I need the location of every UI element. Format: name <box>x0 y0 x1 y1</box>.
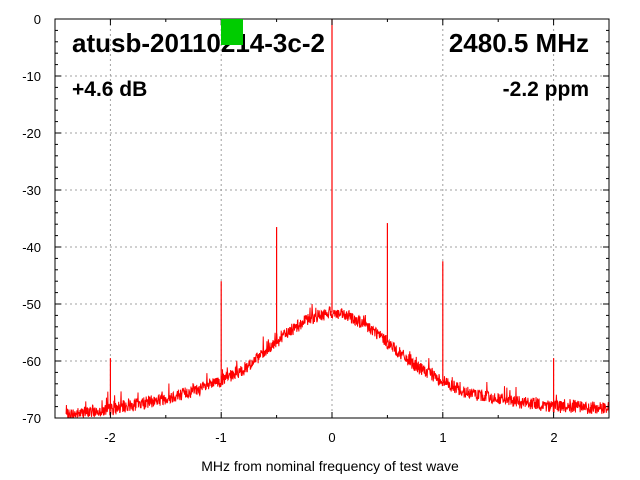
status-marker <box>221 19 243 45</box>
y-tick-label: -60 <box>22 354 41 369</box>
noise-floor-trace <box>65 303 610 419</box>
x-tick-label: 2 <box>550 430 557 445</box>
frequency-label: 2480.5 MHz <box>449 28 589 58</box>
x-tick-label: -1 <box>215 430 227 445</box>
y-tick-label: -20 <box>22 126 41 141</box>
y-tick-label: -50 <box>22 297 41 312</box>
device-label: atusb-20110214-3c-2 <box>72 28 325 58</box>
spectrum-trace <box>65 19 610 419</box>
y-tick-label: -30 <box>22 183 41 198</box>
gain-label: +4.6 dB <box>72 78 147 101</box>
axis-ticks <box>54 18 610 419</box>
y-tick-label: -10 <box>22 69 41 84</box>
x-tick-label: -2 <box>104 430 116 445</box>
x-axis-title: MHz from nominal frequency of test wave <box>201 458 459 474</box>
x-tick-label: 0 <box>328 430 335 445</box>
y-tick-label: 0 <box>34 12 41 27</box>
y-tick-label: -70 <box>22 411 41 426</box>
x-tick-label: 1 <box>439 430 446 445</box>
ppm-label: -2.2 ppm <box>503 78 589 101</box>
y-tick-label: -40 <box>22 240 41 255</box>
